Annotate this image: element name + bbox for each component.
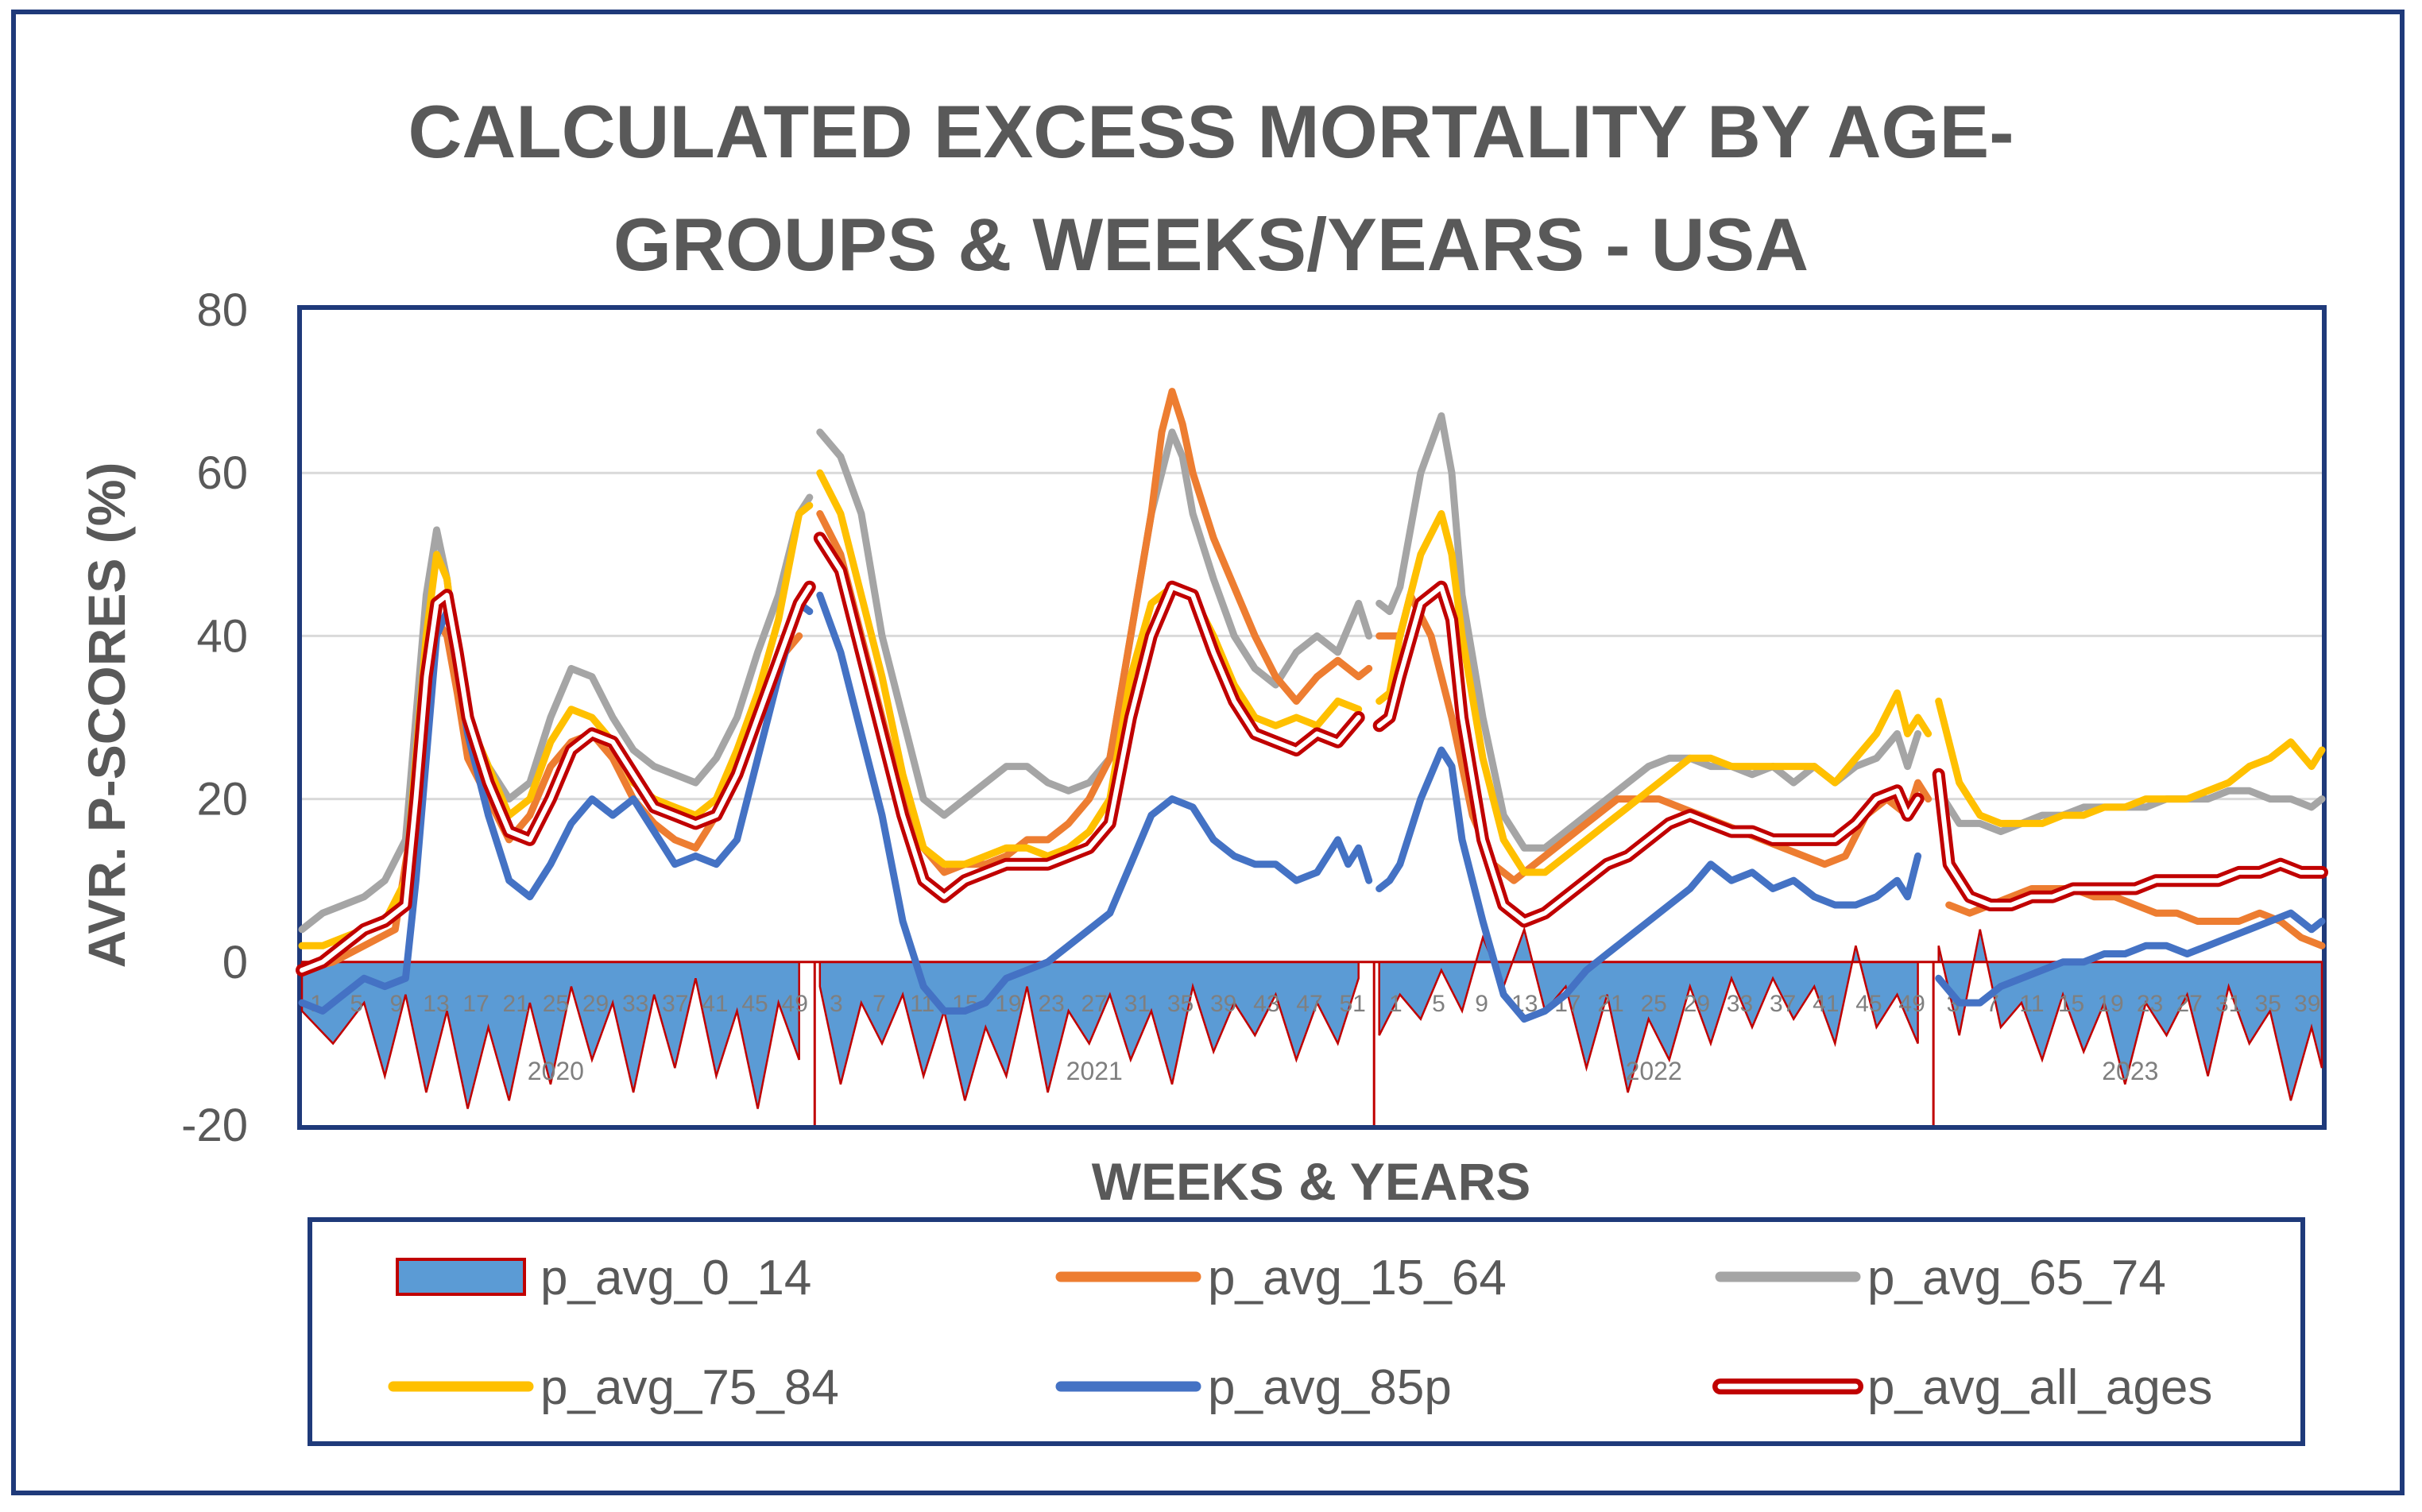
x-tick-week-label: 23 xyxy=(2137,991,2163,1017)
x-tick-week-label: 19 xyxy=(2097,991,2123,1017)
series-p_avg_75_84-line-3 xyxy=(1935,698,2326,827)
series-p_avg_15_64-line-2 xyxy=(1375,591,1933,884)
series-p_avg_65_74-line-3 xyxy=(1935,787,2326,836)
x-tick-week-label: 5 xyxy=(1432,991,1445,1017)
legend: p_avg_0_14 p_avg_15_64 p_avg_65_74 p_avg_75… xyxy=(388,1251,2212,1415)
x-tick-year-label: 2021 xyxy=(1066,1057,1123,1085)
x-tick-week-label: 33 xyxy=(1727,991,1753,1017)
x-tick-week-label: 21 xyxy=(503,991,529,1017)
series-p_avg_65_74-line-0 xyxy=(298,493,814,934)
chart-title-line-2: GROUPS & WEEKS/YEARS - USA xyxy=(613,203,1809,286)
y-axis-ticks: 80 60 40 20 0 -20 xyxy=(181,284,248,1151)
x-tick-week-label: 37 xyxy=(662,991,688,1017)
x-tick-week-label: 43 xyxy=(1253,991,1279,1017)
x-tick-week-label: 31 xyxy=(1124,991,1151,1017)
x-tick-week-label: 3 xyxy=(830,991,843,1017)
legend-box xyxy=(308,1217,2305,1446)
x-tick-week-label: 41 xyxy=(702,991,728,1017)
x-tick-week-label: 23 xyxy=(1038,991,1064,1017)
x-tick-week-label: 9 xyxy=(1475,991,1488,1017)
series-lines-group xyxy=(296,388,2328,1023)
y-tick-label: 80 xyxy=(196,284,248,336)
series-p_avg_75_84-line-0 xyxy=(298,501,814,949)
x-axis-label: WEEKS & YEARS xyxy=(1092,1152,1531,1211)
x-tick-year-label: 2022 xyxy=(1626,1057,1682,1085)
legend-label-p_avg_75_84: p_avg_75_84 xyxy=(540,1360,839,1415)
chart-title: CALCULATED EXCESS MORTALITY BY AGE- GROU… xyxy=(0,75,2422,301)
x-tick-year-label: 2023 xyxy=(2102,1057,2158,1085)
x-tick-week-label: 5 xyxy=(350,991,363,1017)
y-tick-label: 0 xyxy=(222,937,248,988)
legend-swatch-p_avg_0_14 xyxy=(396,1258,526,1296)
x-tick-week-label: 19 xyxy=(995,991,1021,1017)
series-p_avg_85p-line-0 xyxy=(298,599,814,1015)
series-p_avg_0_14-area-1 xyxy=(818,961,1360,1101)
series-p_avg_75_84-line-1 xyxy=(816,469,1363,868)
x-tick-week-label: 7 xyxy=(872,991,886,1017)
x-tick-week-label: 37 xyxy=(1770,991,1796,1017)
series-p_avg_all_ages-inner-1 xyxy=(817,536,1361,899)
x-tick-week-label: 15 xyxy=(2058,991,2084,1017)
x-tick-year-label: 2020 xyxy=(528,1057,584,1085)
x-tick-week-label: 35 xyxy=(2255,991,2281,1017)
x-tick-week-label: 51 xyxy=(1339,991,1365,1017)
y-tick-label: 40 xyxy=(196,610,248,662)
legend-label-p_avg_85p: p_avg_85p xyxy=(1208,1360,1452,1415)
legend-label-p_avg_15_64: p_avg_15_64 xyxy=(1208,1251,1507,1305)
x-tick-week-label: 27 xyxy=(1081,991,1108,1017)
x-tick-week-label: 27 xyxy=(2176,991,2202,1017)
x-tick-week-label: 35 xyxy=(1167,991,1194,1017)
x-tick-week-label: 9 xyxy=(389,991,403,1017)
x-tick-week-label: 29 xyxy=(582,991,609,1017)
x-tick-week-label: 11 xyxy=(2019,991,2044,1017)
series-p_avg_85p-line-3 xyxy=(1935,909,2326,1007)
legend-label-p_avg_65_74: p_avg_65_74 xyxy=(1867,1251,2166,1305)
series-p_avg_75_84-line-2 xyxy=(1375,510,1933,876)
x-tick-week-label: 41 xyxy=(1813,991,1839,1017)
x-tick-week-label: 45 xyxy=(1855,991,1882,1017)
legend-label-p_avg_0_14: p_avg_0_14 xyxy=(540,1251,811,1305)
y-tick-label: 20 xyxy=(196,774,248,826)
x-tick-week-label: 13 xyxy=(423,991,449,1017)
x-tick-week-label: 25 xyxy=(543,991,569,1017)
series-p_avg_0_14-area-2 xyxy=(1378,926,1919,1093)
series-p_avg_85p-line-2 xyxy=(1375,746,1922,1023)
x-tick-week-label: 47 xyxy=(1296,991,1322,1017)
chart-title-line-1: CALCULATED EXCESS MORTALITY BY AGE- xyxy=(408,90,2014,173)
x-tick-week-label: 31 xyxy=(2215,991,2242,1017)
x-tick-week-label: 17 xyxy=(462,991,489,1017)
series-p_avg_all_ages-inner-0 xyxy=(300,584,812,973)
x-tick-week-label: 49 xyxy=(782,991,808,1017)
series-p_avg_all_ages-inner-3 xyxy=(1936,771,2324,907)
x-tick-week-label: 39 xyxy=(1210,991,1236,1017)
x-tick-week-label: 49 xyxy=(1898,991,1925,1017)
x-tick-week-label: 33 xyxy=(622,991,648,1017)
x-tick-week-label: 45 xyxy=(741,991,768,1017)
y-tick-label: -20 xyxy=(181,1100,248,1151)
x-tick-week-label: 39 xyxy=(2294,991,2320,1017)
y-tick-label: 60 xyxy=(196,447,248,499)
series-p_avg_15_64-line-3 xyxy=(1945,885,2326,949)
series-p_avg_0_14-area-0 xyxy=(300,961,800,1109)
x-tick-week-label: 21 xyxy=(1597,991,1623,1017)
x-tick-week-label: 1 xyxy=(1389,991,1403,1017)
series-p_avg_all_ages-inner-2 xyxy=(1376,584,1921,924)
series-p_avg_85p-line-1 xyxy=(816,591,1373,1015)
x-tick-week-label: 29 xyxy=(1684,991,1710,1017)
y-axis-label: AVR. P-SCORES (%) xyxy=(77,462,136,969)
x-tick-week-label: 25 xyxy=(1640,991,1666,1017)
legend-label-p_avg_all_ages: p_avg_all_ages xyxy=(1867,1360,2212,1415)
